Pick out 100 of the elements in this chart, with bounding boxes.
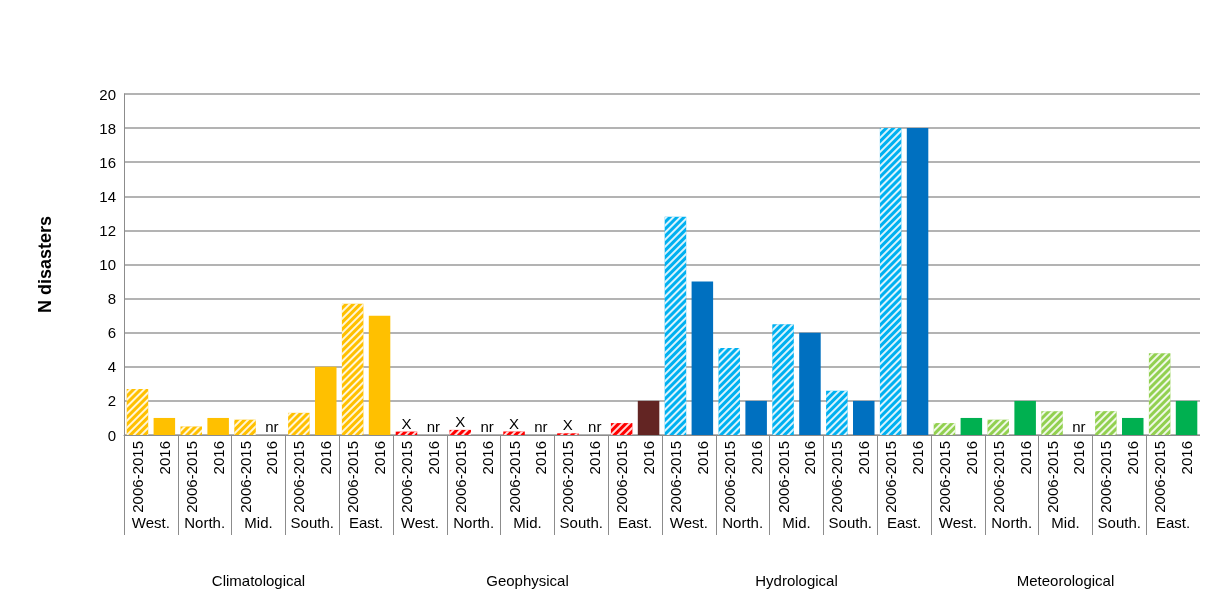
x-tick-label: West. [131,514,170,531]
text: 2016 [801,441,819,475]
x-tick-label: North. [453,514,495,531]
bar [1175,400,1198,435]
text: 2016 [209,441,227,475]
x-axis-title: Hydrological [755,572,838,589]
text: 2006-2015 [989,441,1007,513]
text: 2006-2015 [1151,441,1169,513]
annotation: X [401,414,412,432]
x-tick-label: South. [1097,514,1141,531]
x-tick-label: South. [828,514,872,531]
x-tick-label: Mid. [1051,514,1080,531]
bar [1014,400,1036,435]
text: 2006-2015 [1043,441,1061,513]
bar [799,332,821,435]
annotation: X [509,414,520,432]
text: 2016 [1070,441,1088,475]
bar [745,400,767,435]
annotation: nr [426,418,441,435]
y-tick-label: 8 [107,290,116,308]
text: 2016 [1124,441,1142,475]
text: 2006-2015 [935,441,953,513]
x-axis-title: Climatological [211,572,306,589]
x-tick-label: Mid. [782,514,811,531]
text: 2016 [640,441,658,475]
text: 2016 [155,441,173,475]
text: 2006-2015 [1097,441,1115,513]
y-tick-label: 20 [99,85,116,103]
text: 2006-2015 [182,441,200,513]
text: 2016 [263,441,281,475]
annotation: X [562,416,573,434]
bar [637,400,660,435]
text: 2006-2015 [828,441,846,513]
text: 2006-2015 [397,441,415,513]
x-tick-label: South. [290,514,334,531]
y-tick-label: 6 [107,324,116,342]
text: 2016 [317,441,335,475]
bar [368,315,391,435]
text: 2006-2015 [559,441,577,513]
text: 2006-2015 [666,441,684,513]
x-tick-label: West. [938,514,977,531]
x-tick-label: North. [722,514,764,531]
y-tick-label: 18 [99,119,116,137]
x-tick-label: South. [559,514,603,531]
bar [691,281,714,435]
annotation: nr [588,418,602,435]
bar [852,400,875,435]
text: 2016 [424,441,442,475]
x-tick-label: East. [887,514,922,531]
text: 2006-2015 [344,441,362,513]
text: 2016 [909,441,927,475]
annotation: X [455,412,466,430]
text: 2006-2015 [290,441,308,513]
text: 2006-2015 [236,441,254,513]
text: 2006-2015 [774,441,792,513]
x-axis-title: Geophysical [486,572,569,589]
text: 2016 [586,441,604,475]
bar [153,417,176,435]
bar [207,417,229,435]
bar [1121,417,1144,435]
y-axis-title: N disasters [35,215,55,314]
y-tick-label: 14 [99,187,116,205]
text: 2016 [747,441,765,475]
text: 2016 [1016,441,1034,475]
annotation: nr [534,418,548,435]
text: 2006-2015 [505,441,523,513]
annotation: nr [480,418,494,435]
y-tick-label: 12 [99,221,116,239]
x-tick-label: North. [184,514,226,531]
text: 2016 [962,441,980,475]
y-tick-label: 0 [107,426,116,444]
x-tick-label: Mid. [513,514,542,531]
x-tick-label: West. [400,514,439,531]
x-tick-label: Mid. [244,514,273,531]
y-tick-label: 16 [99,153,116,171]
x-tick-label: North. [991,514,1033,531]
y-tick-label: 2 [107,392,116,410]
text: 2016 [532,441,550,475]
text: 2006-2015 [613,441,631,513]
bar [960,417,983,435]
bar [906,128,929,435]
text: 2016 [693,441,711,475]
y-tick-label: 10 [99,256,116,273]
text: 2016 [478,441,496,475]
text: 2016 [855,441,873,475]
text: 2016 [1178,441,1196,475]
text: 2016 [371,441,389,475]
x-tick-label: East. [1156,514,1191,531]
x-tick-label: West. [669,514,708,531]
x-axis-title: Meteorological [1016,572,1115,589]
annotation: nr [265,418,279,435]
annotation: nr [1072,418,1086,435]
bar [314,366,337,435]
x-tick-label: East. [618,514,653,531]
text: 2006-2015 [882,441,900,513]
text: 2006-2015 [451,441,469,513]
x-tick-label: East. [349,514,384,531]
text: 2006-2015 [720,441,738,513]
text: 2006-2015 [128,441,146,513]
y-tick-label: 4 [107,358,116,376]
